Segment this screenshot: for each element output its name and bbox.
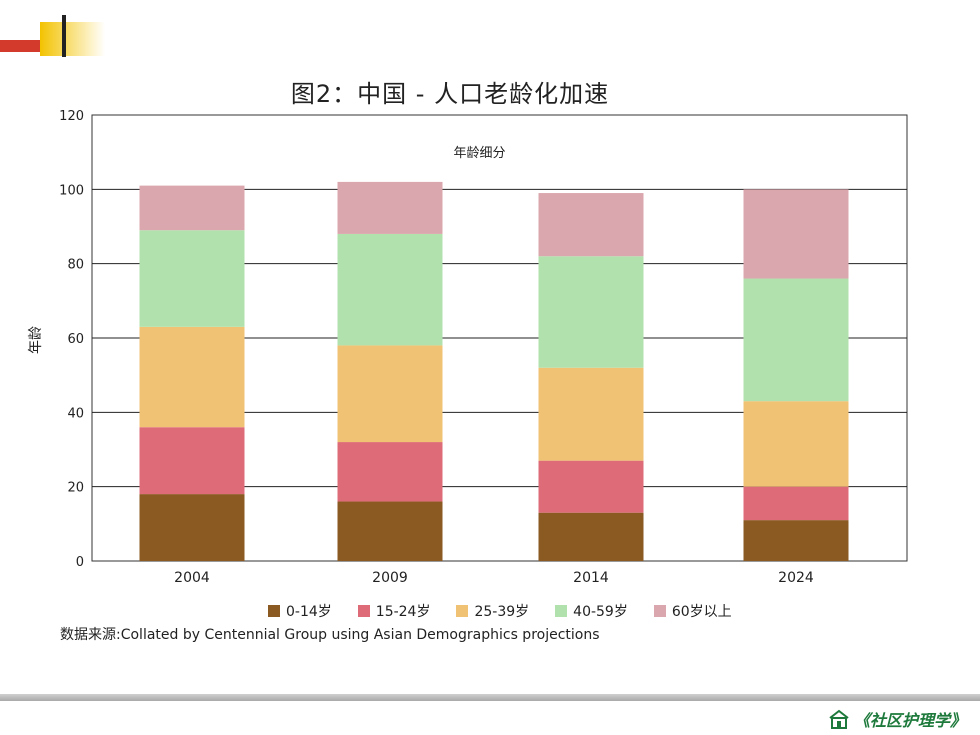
x-tick-label: 2014 <box>573 570 609 586</box>
footer-logo-text: 《社区护理学》 <box>853 711 966 730</box>
legend-item: 25-39岁 <box>456 601 529 621</box>
bar-segment <box>743 189 849 279</box>
bar-segment <box>743 486 849 521</box>
y-tick-label: 40 <box>67 406 84 421</box>
chart-subtitle: 年龄细分 <box>453 146 505 161</box>
legend-swatch <box>357 605 370 617</box>
y-tick-label: 0 <box>76 555 84 570</box>
x-tick-label: 2004 <box>174 570 210 586</box>
legend-label: 0-14岁 <box>286 604 332 620</box>
community-house-icon <box>829 709 849 729</box>
bar-segment <box>139 494 245 561</box>
y-tick-label: 20 <box>67 481 84 496</box>
legend-item: 15-24岁 <box>357 601 431 621</box>
bar-segment <box>743 278 849 402</box>
legend-label: 25-39岁 <box>474 604 530 620</box>
bar-segment <box>139 185 245 231</box>
legend-swatch <box>653 605 666 617</box>
legend-label: 15-24岁 <box>375 604 431 620</box>
bar-segment <box>538 367 644 461</box>
corner-decoration <box>0 15 105 57</box>
bar-segment <box>337 181 443 234</box>
chart-title: 图2：中国 - 人口老龄化加速 <box>290 80 610 108</box>
y-tick-label: 60 <box>67 332 84 347</box>
bar-segment <box>337 345 443 443</box>
y-axis-label: 年龄 <box>28 326 44 354</box>
bar-segment <box>538 256 644 368</box>
bar-segment <box>743 401 849 487</box>
legend-label: 60岁以上 <box>671 604 732 620</box>
legend-item: 60岁以上 <box>653 601 732 621</box>
legend-item: 0-14岁 <box>268 601 332 621</box>
bar-segment <box>139 326 245 428</box>
footer-band <box>0 694 980 701</box>
data-source-note: 数据来源:Collated by Centennial Group using … <box>60 627 600 643</box>
bar-segment <box>337 501 443 561</box>
bar-segment <box>337 442 443 502</box>
y-tick-label: 80 <box>67 258 84 273</box>
bar-segment <box>538 193 644 257</box>
legend-swatch <box>555 605 568 617</box>
legend-swatch <box>456 605 469 617</box>
y-tick-label: 100 <box>59 183 84 198</box>
bar-segment <box>743 520 849 561</box>
y-tick-label: 120 <box>59 109 84 124</box>
legend-label: 40-59岁 <box>573 604 628 620</box>
legend-swatch <box>268 605 280 617</box>
legend-item: 40-59岁 <box>555 601 628 621</box>
x-tick-label: 2009 <box>372 570 408 586</box>
bar-segment <box>139 427 245 495</box>
bar-segment <box>538 512 644 561</box>
chart-legend: 0-14岁 15-24岁 25-39岁 40-59岁 60岁以上 <box>268 601 732 621</box>
bar-segment <box>139 230 245 327</box>
x-tick-label: 2024 <box>778 570 814 586</box>
bar-segment <box>337 233 443 346</box>
bar-segment <box>538 460 644 513</box>
footer-logo: 《社区护理学》 <box>828 707 966 731</box>
